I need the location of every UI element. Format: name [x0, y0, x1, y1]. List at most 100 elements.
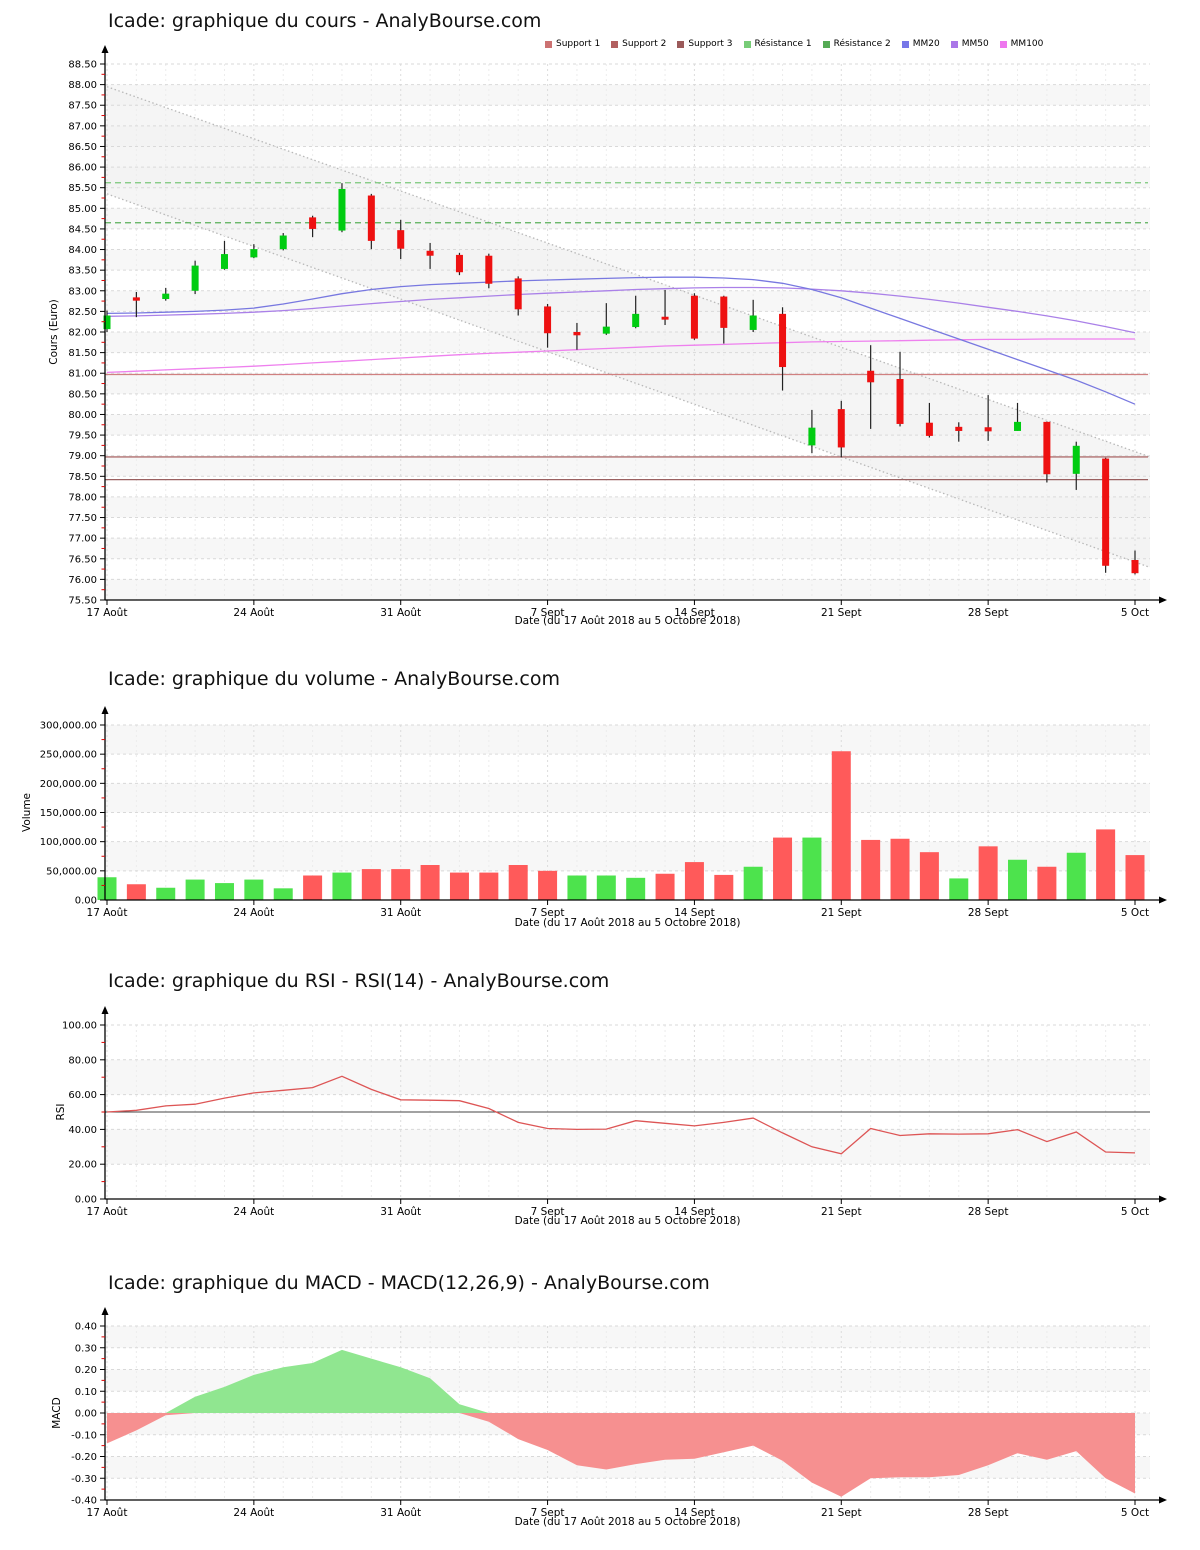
axis-label: 77.50 — [68, 513, 97, 524]
volume-bar — [538, 870, 558, 900]
legend-item-mm100: MM100 — [999, 39, 1043, 49]
volume-bar — [773, 837, 793, 900]
candle-body — [220, 254, 228, 269]
volume-bar — [1066, 852, 1086, 900]
volume-chart-title: Icade: graphique du volume - AnalyBourse… — [108, 668, 561, 690]
candle-body — [1102, 458, 1110, 566]
axis-label: 28 Sept — [968, 1507, 1009, 1519]
volume-bar — [126, 884, 146, 900]
axis-label: -0.40 — [71, 1496, 97, 1507]
volume-bar — [1096, 829, 1116, 900]
legend-item-résistance-1: Résistance 1 — [743, 39, 812, 49]
zebra-band — [105, 725, 1150, 755]
candle-body — [896, 379, 904, 424]
volume-bar — [567, 875, 587, 900]
legend-item-mm20: MM20 — [901, 39, 940, 49]
macd-chart-svg: 0.40 0.30 0.20 0.10 0.00 -0.10 -0.20 -0.30 -0.40… — [51, 1307, 1167, 1519]
axis-label: 21 Sept — [821, 907, 862, 919]
axis-label: 81.50 — [68, 348, 97, 359]
volume-bar — [626, 877, 646, 900]
axis-label: 200,000.00 — [40, 779, 97, 790]
candle-body — [250, 249, 258, 258]
y-axis-arrow-icon — [101, 45, 109, 53]
volume-bar — [479, 872, 499, 900]
mm100-line — [106, 338, 1135, 374]
candle-body — [1072, 445, 1080, 474]
candle-body — [132, 297, 140, 301]
legend-label: Support 1 — [556, 39, 601, 49]
axis-label: RSI — [55, 1103, 67, 1120]
axis-label: 7 Sept — [531, 1507, 565, 1519]
axis-label: 40.00 — [68, 1125, 97, 1136]
axis-label: 24 Août — [233, 607, 274, 619]
macd-x-caption: Date (du 17 Août 2018 au 5 Octobre 2018) — [514, 1516, 741, 1528]
volume-bar — [508, 865, 528, 900]
candle-body — [485, 255, 493, 284]
rsi-x-caption: Date (du 17 Août 2018 au 5 Octobre 2018) — [514, 1215, 741, 1227]
volume-bar — [361, 869, 381, 900]
candle-body — [690, 295, 698, 339]
axis-label: 31 Août — [380, 607, 421, 619]
price-chart-title: Icade: graphique du cours - AnalyBourse.… — [108, 10, 542, 32]
x-axis-arrow-icon — [1159, 1195, 1167, 1203]
volume-bar — [714, 874, 734, 900]
axis-label: 83.50 — [68, 266, 97, 277]
trend-channel-fill — [107, 86, 1150, 568]
axis-label: 250,000.00 — [40, 750, 97, 761]
candle-body — [867, 370, 875, 383]
volume-bar — [861, 839, 881, 900]
axis-label: 81.00 — [68, 369, 97, 380]
volume-bar — [420, 865, 440, 900]
axis-label: 17 Août — [87, 607, 128, 619]
axis-label: 5 Oct — [1121, 907, 1149, 919]
y-axis-arrow-icon — [101, 1006, 109, 1014]
candle-body — [455, 254, 463, 273]
volume-bar — [185, 879, 205, 900]
volume-bar — [449, 872, 469, 900]
volume-bar — [802, 837, 822, 900]
macd-negative-area — [107, 1413, 1135, 1497]
volume-chart-svg: 300,000.00 250,000.00 200,000.00 150,000.00… — [21, 706, 1167, 919]
axis-label: 88.00 — [68, 80, 97, 91]
rsi-line — [106, 1075, 1136, 1155]
zebra-band — [105, 538, 1150, 559]
legend-item-résistance-2: Résistance 2 — [822, 39, 891, 49]
volume-bar — [949, 878, 969, 900]
legend-swatch-icon — [611, 40, 619, 48]
axis-label: 85.50 — [68, 183, 97, 194]
legend-label: MM20 — [912, 39, 940, 49]
axis-label: 7 Sept — [531, 907, 565, 919]
axis-label: 24 Août — [233, 1206, 274, 1218]
axis-label: 28 Sept — [968, 607, 1009, 619]
legend-label: Résistance 2 — [833, 39, 891, 49]
axis-label: 24 Août — [233, 1507, 274, 1519]
zebra-band — [105, 579, 1150, 600]
volume-bar — [978, 846, 998, 900]
volume-bar — [890, 838, 910, 900]
axis-label: 31 Août — [380, 907, 421, 919]
volume-bar — [1008, 859, 1028, 900]
volume-bar — [273, 888, 293, 900]
axis-label: 79.00 — [68, 451, 97, 462]
axis-label: 100.00 — [62, 1021, 97, 1032]
volume-bar — [684, 862, 704, 900]
zebra-band — [105, 1059, 1150, 1095]
volume-bar — [97, 877, 117, 900]
candle-body — [1043, 421, 1051, 475]
axis-label: 50,000.00 — [46, 866, 97, 877]
candle-body — [426, 250, 434, 256]
axis-label: 84.00 — [68, 245, 97, 256]
legend-swatch-icon — [545, 40, 552, 48]
axis-label: 0.10 — [75, 1387, 97, 1398]
axis-label: 60.00 — [68, 1090, 97, 1101]
candle-body — [544, 306, 552, 334]
candle-body — [573, 332, 581, 336]
axis-label: 0.00 — [75, 1195, 97, 1206]
candle-body — [632, 313, 640, 328]
legend-swatch-icon — [901, 40, 909, 48]
legend-label: MM50 — [961, 39, 989, 49]
legend-swatch-icon — [822, 40, 830, 48]
candle-body — [1131, 560, 1139, 574]
